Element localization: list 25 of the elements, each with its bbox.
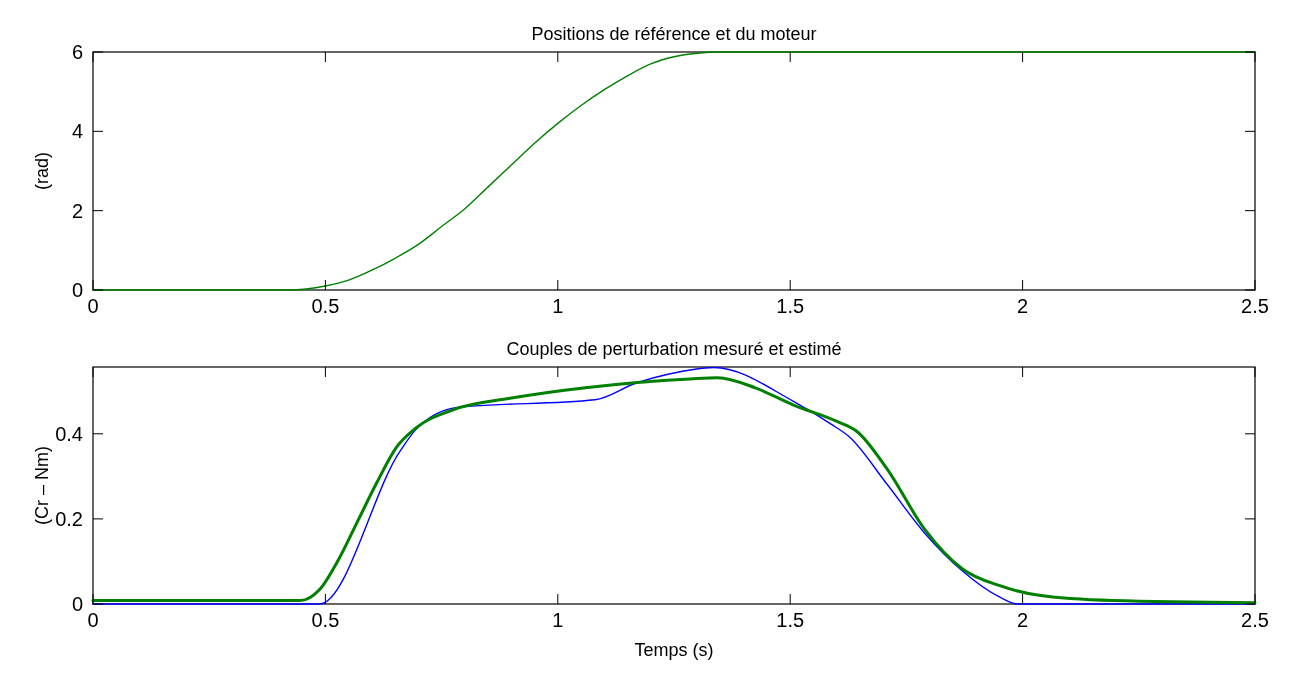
x-tick-label: 0.5 — [311, 295, 340, 317]
y-tick-label: 2 — [71, 199, 83, 222]
chart-title: Positions de référence et du moteur — [531, 24, 817, 44]
chart-title: Couples de perturbation mesuré et estimé — [506, 339, 842, 359]
line-series — [92, 51, 1256, 291]
y-tick-label: 0.2 — [55, 507, 83, 530]
x-tick-label: 0 — [87, 295, 99, 317]
x-tick-label: 1.5 — [776, 609, 805, 631]
x-tick-label: 1 — [552, 609, 564, 631]
x-tick-label: 2.5 — [1241, 609, 1269, 631]
y-tick-label: 0 — [71, 593, 83, 615]
x-tick-label: 2.5 — [1241, 295, 1269, 317]
y-tick-label: 0 — [71, 279, 83, 301]
y-tick-label: 6 — [71, 41, 83, 63]
x-tick-label: 1.5 — [776, 295, 805, 317]
x-tick-label: 0 — [87, 609, 99, 631]
x-axis-title: Temps (s) — [634, 640, 714, 660]
x-tick-label: 0.5 — [311, 609, 340, 631]
x-tick-label: 1 — [552, 295, 564, 317]
x-tick-label: 2 — [1017, 295, 1029, 317]
y-tick-label: 4 — [71, 120, 83, 143]
x-tick-label: 2 — [1017, 609, 1029, 631]
y-axis-title: (Cr – Nm) — [32, 446, 52, 525]
y-axis-title: (rad) — [32, 151, 52, 191]
y-tick-label: 0.4 — [55, 422, 83, 445]
